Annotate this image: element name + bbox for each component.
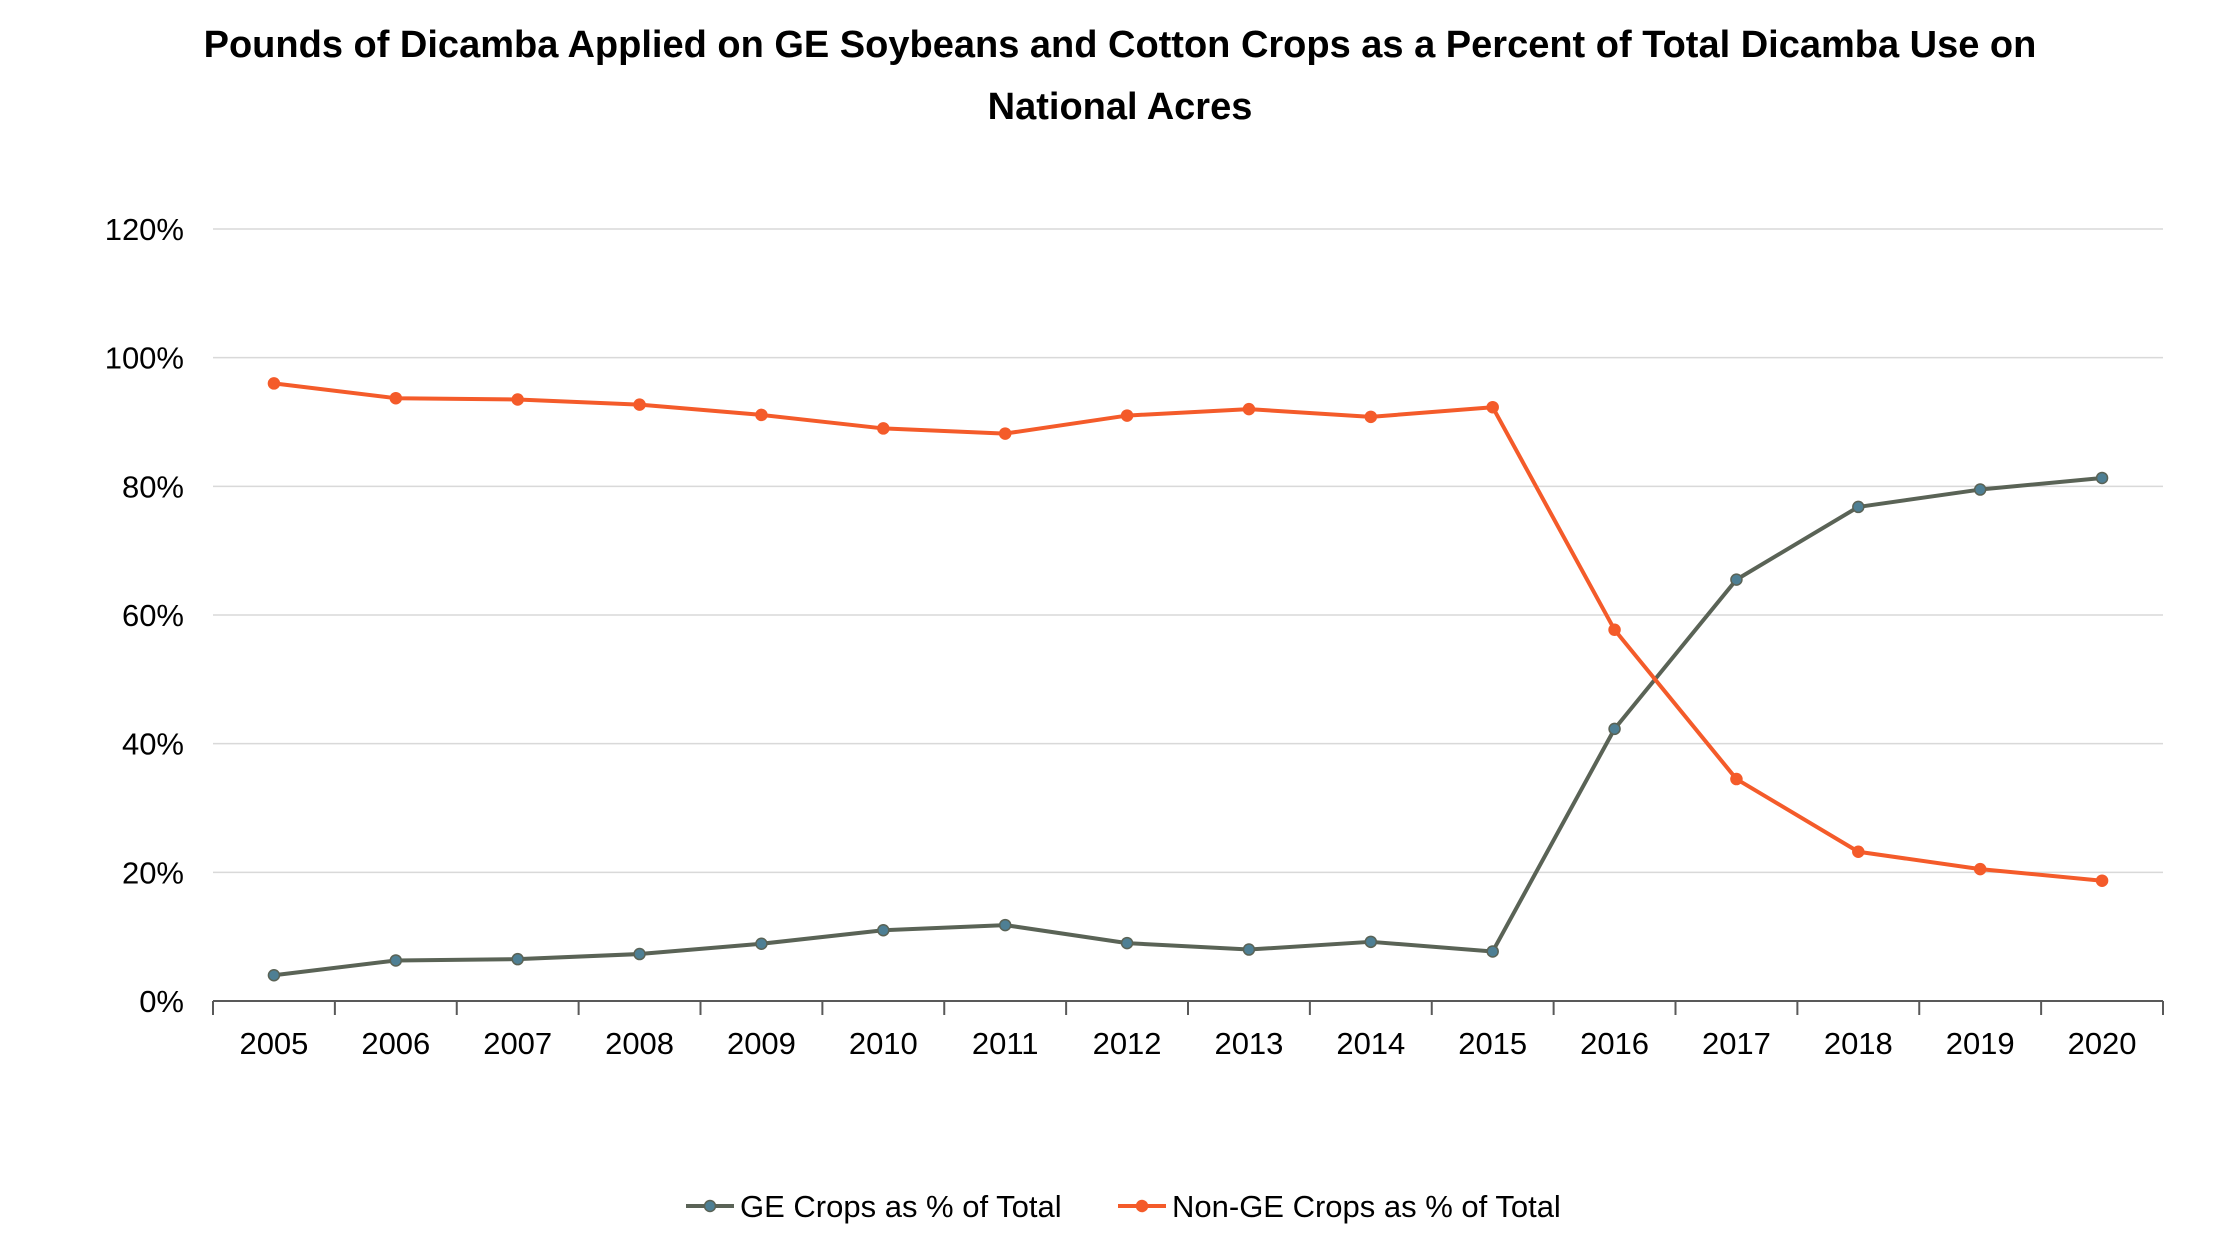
data-point [633,947,646,961]
y-tick-label: 60% [122,598,184,633]
data-point [877,923,890,937]
chart-title: Pounds of Dicamba Applied on GE Soybeans… [203,24,2037,128]
data-point [1730,573,1743,586]
x-tick-label: 2014 [1336,1026,1405,1061]
data-point [1486,945,1499,958]
data-point [1120,936,1134,950]
y-tick-label: 100% [105,341,184,376]
y-tick-label: 40% [122,727,184,762]
y-tick-label: 80% [122,469,184,504]
data-point [998,427,1012,440]
data-point [1852,845,1865,858]
data-point [998,918,1012,932]
data-point [1608,722,1621,736]
data-point [1242,943,1256,956]
series-line [271,381,2105,883]
data-point [267,969,281,982]
x-tick-label: 2007 [483,1026,552,1061]
x-tick-label: 2006 [361,1026,430,1061]
x-tick-label: 2012 [1093,1026,1162,1061]
data-point [1242,402,1256,416]
y-tick-label: 0% [139,984,184,1019]
y-tick-label: 120% [105,212,184,247]
x-tick-label: 2015 [1458,1026,1527,1061]
data-point [2095,471,2109,485]
x-tick-label: 2017 [1702,1026,1771,1061]
x-tick-label: 2016 [1580,1026,1649,1061]
data-point [389,391,403,405]
y-axis-tick-labels: 0% 20% 40% 60% 80% 100% 120% [105,212,184,1019]
data-point [1364,410,1378,424]
data-point [1852,500,1865,514]
x-tick-label: 2019 [1946,1026,2015,1061]
data-point [1486,400,1499,414]
x-tick-label: 2005 [239,1026,308,1061]
x-tick-label: 2013 [1214,1026,1283,1061]
x-tick-label: 2009 [727,1026,796,1061]
x-tick-label: 2010 [849,1026,918,1061]
data-point [1120,409,1134,422]
data-point [389,954,403,967]
series-line [271,475,2105,978]
y-tick-label: 20% [122,855,184,890]
legend-marker [1135,1199,1149,1213]
x-tick-label: 2018 [1824,1026,1893,1061]
data-point [1973,862,1987,876]
x-tick-label: 2020 [2068,1026,2137,1061]
data-point [1730,772,1743,786]
data-point [755,937,768,950]
data-point [1364,935,1378,949]
series-non-ge-crops [267,377,2109,887]
data-point [267,377,281,390]
data-point [633,398,646,411]
series-lines [267,377,2109,982]
legend-item: GE Crops as % of Total [686,1189,1062,1224]
data-point [511,393,524,406]
data-point [511,952,524,966]
gridlines [213,228,2163,874]
legend-marker [703,1199,717,1213]
x-tick-label: 2011 [972,1026,1039,1061]
legend: GE Crops as % of Total Non-GE Crops as % … [686,1189,1561,1224]
x-axis-tick-labels: 2005 2006 2007 2008 2009 2010 2011 2012 2013 2014… [239,1026,2136,1061]
x-tick-label: 2008 [605,1026,674,1061]
legend-label: GE Crops as % of Total [740,1189,1062,1224]
data-point [755,408,768,422]
legend-label: Non-GE Crops as % of Total [1172,1189,1561,1224]
data-point [877,422,890,435]
series-ge-crops [267,471,2109,982]
legend-item: Non-GE Crops as % of Total [1118,1189,1561,1224]
data-point [2095,874,2109,887]
x-axis [212,1000,2164,1015]
data-point [1608,623,1621,637]
data-point [1973,483,1987,496]
